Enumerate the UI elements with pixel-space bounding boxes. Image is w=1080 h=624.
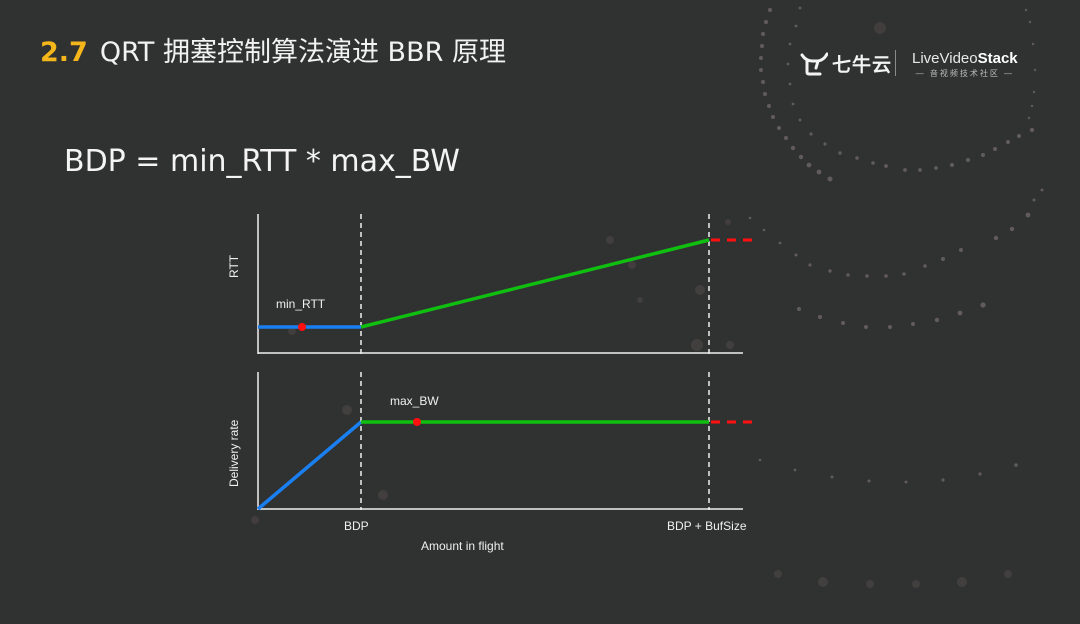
bull-head-icon xyxy=(800,52,828,75)
lvs-logo-bold: Stack xyxy=(977,50,1018,67)
logo-divider xyxy=(895,50,896,76)
delivery-blue-segment xyxy=(256,420,363,511)
bdp-formula: BDP = min_RTT * max_BW xyxy=(64,144,460,179)
title-text: QRT 拥塞控制算法演进 BBR 原理 xyxy=(99,37,506,68)
qiniu-logo: 七牛云 xyxy=(800,50,892,77)
min-rtt-marker xyxy=(298,323,306,331)
max-bw-label: max_BW xyxy=(390,394,439,408)
delivery-rate-chart: max_BW Delivery rate xyxy=(227,372,756,511)
section-number: 2.7 xyxy=(40,37,88,68)
qiniu-logo-text: 七牛云 xyxy=(832,54,893,76)
lvs-logo-light: LiveVideo xyxy=(912,50,978,67)
x-tick-bdp: BDP xyxy=(344,519,369,533)
rtt-chart: min_RTT RTT xyxy=(227,214,756,354)
max-bw-marker xyxy=(413,418,421,426)
lvs-logo-subtitle: — 音视频技术社区 — xyxy=(915,69,1015,78)
slide-title: 2.7 QRT 拥塞控制算法演进 BBR 原理 xyxy=(40,30,506,69)
x-axis-label: Amount in flight xyxy=(421,539,504,553)
min-rtt-label: min_RTT xyxy=(276,297,326,311)
x-tick-bdp-bufsize: BDP + BufSize xyxy=(667,519,747,533)
brand-logos: 七牛云 LiveVideoStack — 音视频技术社区 — xyxy=(800,48,1030,82)
rtt-y-label: RTT xyxy=(227,254,241,278)
rtt-green-segment xyxy=(360,238,710,329)
livevideostack-logo: LiveVideoStack — 音视频技术社区 — xyxy=(912,50,1018,79)
delivery-y-label: Delivery rate xyxy=(227,419,241,487)
